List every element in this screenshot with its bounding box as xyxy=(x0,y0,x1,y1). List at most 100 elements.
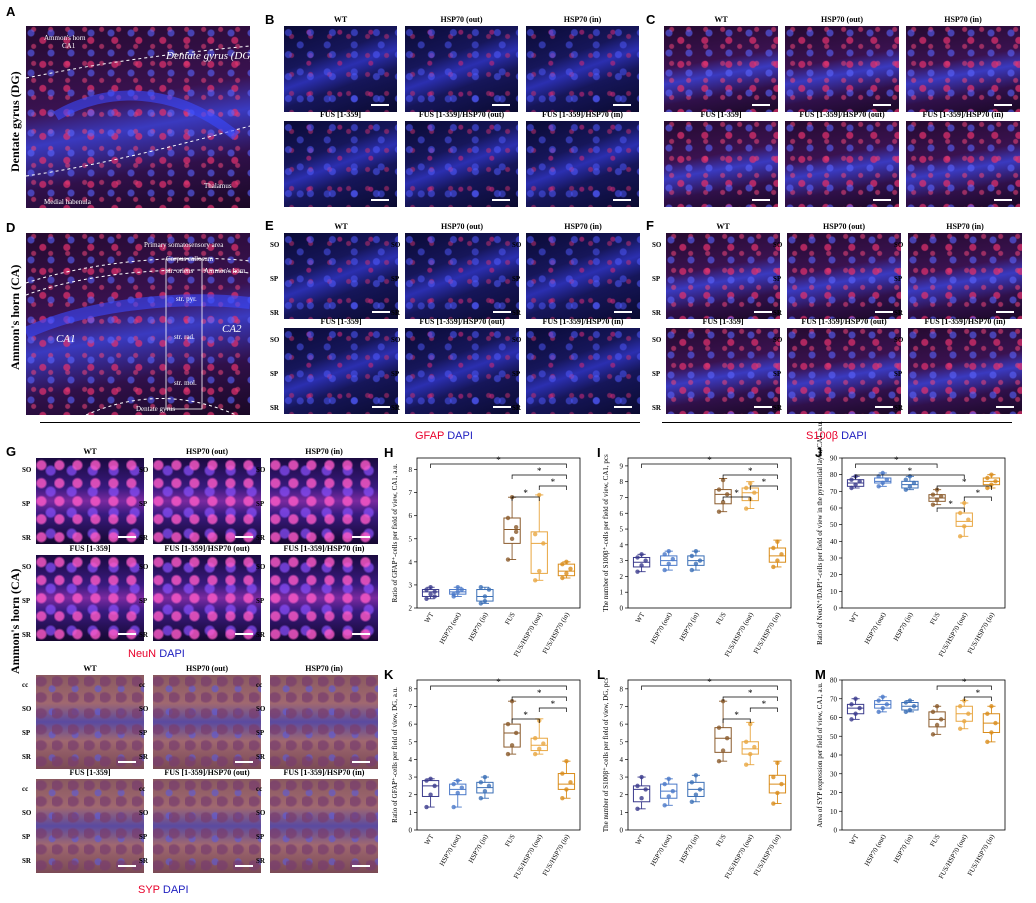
significance-star: * xyxy=(976,688,981,698)
box-body xyxy=(530,531,548,574)
x-tick-label: HSP70 (out) xyxy=(863,610,888,645)
layer-label: SP xyxy=(139,729,148,737)
data-point xyxy=(720,500,726,505)
data-point xyxy=(716,725,722,730)
y-tick-label: 20 xyxy=(830,789,838,797)
data-point xyxy=(428,585,433,590)
data-point xyxy=(720,748,726,753)
y-tick-label: 0 xyxy=(834,605,838,613)
stain-neun-blue: DAPI xyxy=(159,648,185,660)
data-point xyxy=(693,773,699,778)
data-point xyxy=(903,487,909,492)
significance-bracket xyxy=(749,707,778,712)
x-tick-label: HSP70 (in) xyxy=(678,832,701,864)
data-point xyxy=(775,760,780,766)
layer-label: SO xyxy=(391,336,401,344)
y-tick-label: 4 xyxy=(620,541,624,549)
data-point xyxy=(424,587,429,592)
data-point xyxy=(938,717,944,722)
y-axis-label: Area of SYP expression per field of view… xyxy=(816,682,824,828)
panel-label-c: C xyxy=(646,12,656,27)
data-point xyxy=(903,700,909,705)
divider-e xyxy=(40,422,640,423)
data-point xyxy=(724,492,730,497)
data-point xyxy=(428,792,433,797)
data-point xyxy=(666,776,671,782)
layer-label: SO xyxy=(22,563,32,571)
data-point xyxy=(537,568,542,574)
data-point xyxy=(568,566,573,571)
data-point xyxy=(639,774,644,780)
data-point xyxy=(989,472,994,477)
layer-label: SO xyxy=(652,336,662,344)
data-point xyxy=(505,751,511,757)
data-point xyxy=(857,705,862,711)
significance-bracket xyxy=(538,707,567,712)
layer-label: SO xyxy=(270,336,280,344)
layer-label: SP xyxy=(256,729,265,737)
layer-label: SP xyxy=(894,275,903,283)
data-point xyxy=(775,539,780,544)
data-point xyxy=(985,485,990,491)
data-point xyxy=(993,720,998,726)
micrograph-image xyxy=(270,458,378,544)
y-tick-label: 1 xyxy=(620,589,624,597)
micrograph-image xyxy=(785,26,899,112)
panel-label-d: D xyxy=(6,220,16,235)
micrograph-image xyxy=(284,328,398,414)
y-tick-label: 6 xyxy=(620,510,624,518)
data-point xyxy=(662,803,667,808)
micrograph-image xyxy=(666,233,780,319)
layer-label: cc xyxy=(139,681,146,689)
data-point xyxy=(486,783,492,789)
panel-label-i: I xyxy=(597,445,601,460)
x-tick-label: FUS/HSP70 (in) xyxy=(966,832,997,877)
micrograph-image xyxy=(526,121,639,207)
data-point xyxy=(966,711,971,716)
micrograph-title: FUS [1-359]/HSP70 (in) xyxy=(283,544,365,553)
data-point xyxy=(509,536,515,541)
stain-s100-blue: DAPI xyxy=(841,430,867,442)
data-point xyxy=(930,709,936,715)
scale-bar xyxy=(613,199,631,201)
layer-label: SO xyxy=(256,809,266,817)
y-tick-label: 0 xyxy=(834,827,838,835)
data-point xyxy=(455,585,460,590)
data-point xyxy=(930,502,936,507)
micrograph-image xyxy=(36,779,144,873)
data-point xyxy=(907,698,913,703)
layer-label: SR xyxy=(256,631,265,639)
scale-bar xyxy=(492,199,510,201)
y-tick-label: 2 xyxy=(409,605,413,613)
scale-bar xyxy=(352,633,370,635)
data-point xyxy=(957,704,963,709)
y-tick-label: 2 xyxy=(620,573,624,581)
scale-bar xyxy=(996,406,1014,408)
scale-bar xyxy=(352,761,370,763)
y-tick-label: 3 xyxy=(620,774,624,782)
data-point xyxy=(532,531,538,537)
data-point xyxy=(985,739,990,745)
data-point xyxy=(911,704,917,709)
data-point xyxy=(720,477,726,483)
data-point xyxy=(560,796,565,801)
layer-label: SO xyxy=(22,466,32,474)
significance-star: * xyxy=(707,677,712,687)
layer-label: SP xyxy=(139,500,148,508)
data-point xyxy=(513,525,519,530)
data-point xyxy=(962,524,967,529)
data-point xyxy=(662,781,667,787)
scale-bar xyxy=(118,865,136,867)
micrograph-title: WT xyxy=(83,447,97,456)
micrograph-title: FUS [1-359]/HSP70 (in) xyxy=(283,768,365,777)
significance-bracket xyxy=(936,507,965,512)
y-tick-label: 90 xyxy=(830,455,838,463)
panel-label-e: E xyxy=(265,218,274,233)
data-point xyxy=(564,787,569,792)
x-tick-label: FUS xyxy=(503,611,516,626)
data-point xyxy=(985,711,990,716)
x-tick-label: FUS/HSP70 (out) xyxy=(937,610,969,658)
scale-bar xyxy=(352,865,370,867)
layer-label: SO xyxy=(139,705,149,713)
